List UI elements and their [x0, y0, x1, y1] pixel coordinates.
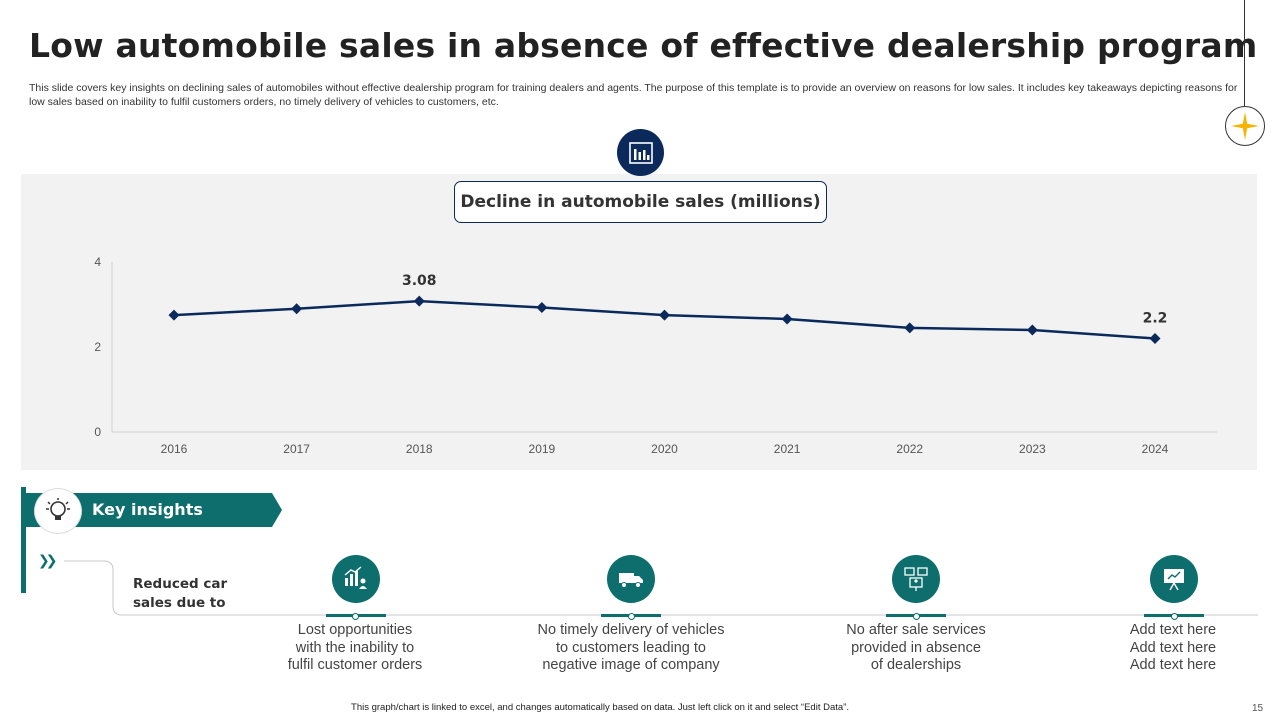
y-tick-label: 4	[94, 255, 101, 269]
data-point	[781, 313, 793, 325]
insight-text-2: No timely delivery of vehicles to custom…	[537, 622, 725, 674]
insights-lead: Reduced car sales due to	[133, 576, 228, 611]
insight-marker	[1171, 613, 1178, 620]
decorative-line	[1244, 0, 1245, 106]
lightbulb-icon	[34, 488, 82, 534]
insight-marker	[913, 613, 920, 620]
insight-text-3: No after sale services provided in absen…	[846, 622, 986, 674]
delivery-truck-icon	[607, 555, 655, 603]
insights-accent-bar	[21, 487, 26, 593]
page-number: 15	[1252, 703, 1264, 714]
presentation-board-icon	[1150, 555, 1198, 603]
data-point	[659, 309, 670, 321]
slide-subtitle: This slide covers key insights on declin…	[29, 82, 1238, 108]
x-tick-label: 2021	[774, 442, 801, 456]
data-point	[291, 303, 303, 315]
insights-banner	[26, 493, 282, 527]
x-tick-label: 2022	[896, 442, 923, 456]
bar-chart-icon	[617, 129, 664, 176]
data-label: 2.2	[1143, 311, 1168, 327]
x-tick-label: 2023	[1019, 442, 1046, 456]
y-tick-label: 0	[94, 425, 101, 439]
growth-chart-people-icon	[332, 555, 380, 603]
insights-header: Key insights	[92, 500, 203, 519]
service-presentation-icon	[892, 555, 940, 603]
footer-note: This graph/chart is linked to excel, and…	[351, 702, 849, 713]
data-point	[168, 309, 180, 321]
data-point	[413, 295, 425, 307]
insight-marker	[628, 613, 635, 620]
y-tick-label: 2	[94, 340, 101, 354]
insight-marker	[352, 613, 359, 620]
x-tick-label: 2017	[283, 442, 310, 456]
x-tick-label: 2024	[1142, 442, 1169, 456]
insight-text-1: Lost opportunities with the inability to…	[287, 622, 423, 674]
data-point	[1026, 324, 1038, 336]
data-point	[904, 322, 916, 334]
data-point	[1149, 333, 1161, 344]
x-tick-label: 2018	[406, 442, 433, 456]
chevron-right-icon: ❯❯	[38, 552, 58, 568]
chart-title: Decline in automobile sales (millions)	[454, 181, 827, 223]
star-icon	[1225, 106, 1265, 146]
chart-panel	[21, 174, 1257, 470]
x-tick-label: 2020	[651, 442, 678, 456]
slide-title: Low automobile sales in absence of effec…	[29, 26, 1258, 65]
insight-text-4: Add text here Add text here Add text her…	[1129, 622, 1217, 674]
x-tick-label: 2019	[529, 442, 556, 456]
data-point	[536, 301, 548, 313]
data-label: 3.08	[402, 273, 437, 289]
x-tick-label: 2016	[161, 442, 188, 456]
